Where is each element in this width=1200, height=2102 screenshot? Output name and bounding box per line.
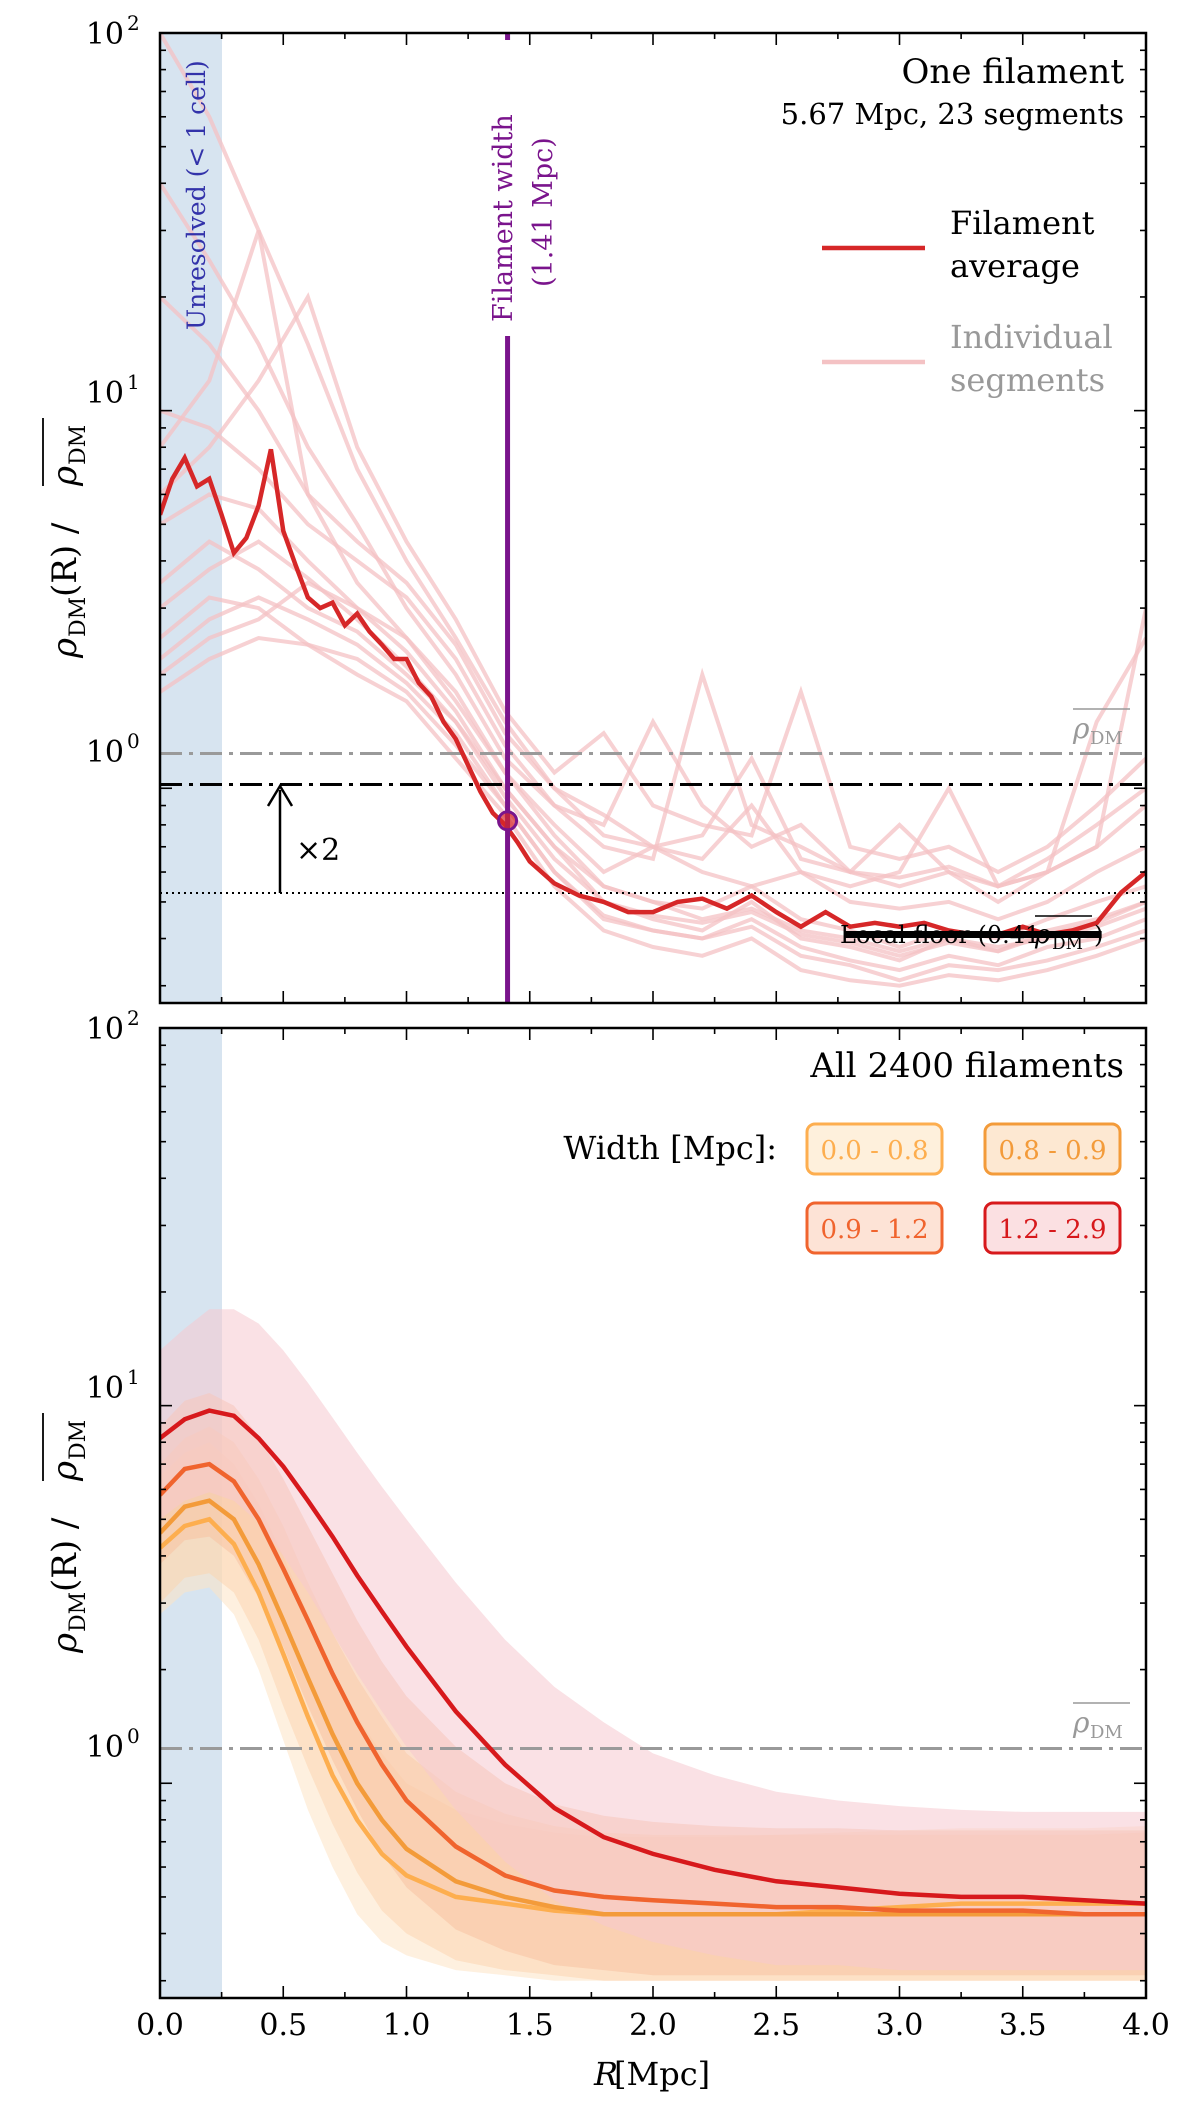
top-segment-lines	[160, 33, 1146, 988]
segment-line-13	[160, 295, 1146, 889]
svg-text:(R) /: (R) /	[45, 1517, 85, 1592]
svg-text:1: 1	[127, 1365, 140, 1389]
bottom-panel-title: All 2400 filaments	[809, 1046, 1124, 1086]
bottom-ytick-10: 10 1	[86, 1365, 140, 1406]
line-0.9-1.2	[160, 1461, 1146, 1917]
svg-text:0.0 - 0.8: 0.0 - 0.8	[820, 1136, 928, 1166]
xtick-label-0.5: 0.5	[259, 2008, 307, 2043]
svg-text:ρ: ρ	[1072, 712, 1090, 745]
top-unresolved-label: Unresolved (< 1 cell)	[182, 60, 211, 330]
top-factor-arrow-head	[266, 783, 294, 807]
legend-bin-0.9-1.2: 0.9 - 1.2	[805, 1201, 944, 1255]
svg-text:DM: DM	[1052, 934, 1083, 954]
top-local-floor-label: Local floor (0.41 ρ DM )	[840, 915, 1103, 954]
svg-text:0.8 - 0.9: 0.8 - 0.9	[998, 1136, 1106, 1166]
svg-text:10: 10	[86, 1012, 124, 1047]
top-panel-subtitle: 5.67 Mpc, 23 segments	[781, 97, 1124, 131]
legend-segment-label-1: Individual	[950, 318, 1113, 356]
svg-text:10: 10	[86, 376, 124, 411]
segment-line-8	[160, 635, 1146, 988]
bottom-panel: ρ DM All 2400 filaments Width [Mpc]: 0.0…	[42, 1006, 1170, 2093]
svg-text:1.2 - 2.9: 1.2 - 2.9	[998, 1215, 1106, 1245]
segment-line-4	[160, 182, 1146, 905]
line-1.2-2.9	[160, 1408, 1146, 1906]
legend-bin-1.2-2.9: 1.2 - 2.9	[983, 1201, 1122, 1255]
svg-text:1: 1	[127, 370, 140, 394]
svg-text:ρ: ρ	[1072, 1706, 1090, 1739]
top-width-marker	[497, 810, 519, 832]
bottom-x-axis-label: R [Mpc]	[593, 2055, 710, 2093]
top-y-axis-label: ρ DM (R) / ρ DM	[42, 418, 91, 659]
top-mean-density-label: ρ DM	[1072, 708, 1130, 749]
xtick-label-3.0: 3.0	[876, 2008, 924, 2043]
top-width-label-line2: (1.41 Mpc)	[528, 137, 559, 287]
bottom-ytick-1: 10 0	[86, 1724, 140, 1765]
xtick-label-4.0: 4.0	[1122, 2008, 1170, 2043]
svg-text:ρ: ρ	[45, 1461, 85, 1482]
bottom-xtick-labels: 0.0 0.5 1.0 1.5 2.0 2.5 3.0 3.5 4.0	[136, 2008, 1170, 2043]
bottom-ytick-100: 10 2	[86, 1006, 140, 1047]
svg-text:10: 10	[86, 735, 124, 770]
bottom-legend-title: Width [Mpc]:	[563, 1129, 777, 1167]
xtick-label-2.0: 2.0	[629, 2008, 677, 2043]
line-0.8-0.9	[160, 1498, 1146, 1917]
bottom-width-bin-lines	[160, 1408, 1146, 1917]
svg-text:0.9 - 1.2: 0.9 - 1.2	[820, 1215, 928, 1245]
xtick-label-2.5: 2.5	[752, 2008, 800, 2043]
segment-line-10	[160, 539, 1146, 958]
legend-segment-label-2: segments	[950, 361, 1105, 399]
svg-text:Local floor (0.41: Local floor (0.41	[840, 921, 1040, 949]
svg-text:10: 10	[86, 1371, 124, 1406]
legend-average-label-2: average	[950, 247, 1080, 285]
svg-text:DM: DM	[1090, 1722, 1123, 1743]
svg-text:0: 0	[127, 1724, 140, 1748]
svg-text:DM: DM	[66, 1420, 91, 1460]
top-ytick-10: 10 1	[86, 370, 140, 411]
svg-text:10: 10	[86, 1730, 124, 1765]
svg-text:R: R	[593, 2055, 618, 2093]
top-width-label-line1: Filament width	[488, 114, 519, 322]
svg-text:ρ: ρ	[45, 638, 85, 659]
xtick-label-0.0: 0.0	[136, 2008, 184, 2043]
xtick-label-1.0: 1.0	[383, 2008, 431, 2043]
top-panel: ×2 Unresolved (< 1 cell) Filament width …	[42, 11, 1148, 1005]
bottom-mean-density-label: ρ DM	[1072, 1702, 1130, 1743]
xtick-label-3.5: 3.5	[999, 2008, 1047, 2043]
top-panel-title: One filament	[902, 52, 1125, 92]
xtick-label-1.5: 1.5	[506, 2008, 554, 2043]
svg-text:DM: DM	[1090, 728, 1123, 749]
legend-bin-0.8-0.9: 0.8 - 0.9	[983, 1122, 1122, 1176]
svg-text:10: 10	[86, 17, 124, 52]
svg-text:2: 2	[127, 11, 140, 35]
bottom-y-axis-label: ρ DM (R) / ρ DM	[42, 1413, 91, 1654]
svg-text:ρ: ρ	[45, 1633, 85, 1654]
svg-text:DM: DM	[66, 425, 91, 465]
svg-text:[Mpc]: [Mpc]	[614, 2055, 710, 2093]
segment-line-12	[160, 595, 1146, 983]
top-plot-area	[160, 33, 1146, 1003]
legend-average-label-1: Filament	[950, 204, 1095, 242]
bottom-plot-frame	[158, 1026, 1148, 2000]
svg-text:DM: DM	[66, 1592, 91, 1632]
svg-text:ρ: ρ	[1034, 920, 1051, 950]
legend-bin-0-0.8: 0.0 - 0.8	[805, 1122, 944, 1176]
top-ytick-1: 10 0	[86, 729, 140, 770]
line-0.0-0.8	[160, 1516, 1146, 1917]
svg-text:DM: DM	[66, 597, 91, 637]
svg-text:2: 2	[127, 1006, 140, 1030]
top-factor-label: ×2	[296, 833, 340, 868]
svg-text:): )	[1094, 921, 1103, 949]
svg-text:(R) /: (R) /	[45, 522, 85, 597]
svg-text:0: 0	[127, 729, 140, 753]
top-ytick-100: 10 2	[86, 11, 140, 52]
band-0.9-1.2	[160, 1393, 1146, 1976]
top-plot-frame	[158, 31, 1148, 1005]
segment-line-11	[160, 292, 1146, 875]
svg-text:ρ: ρ	[45, 466, 85, 487]
